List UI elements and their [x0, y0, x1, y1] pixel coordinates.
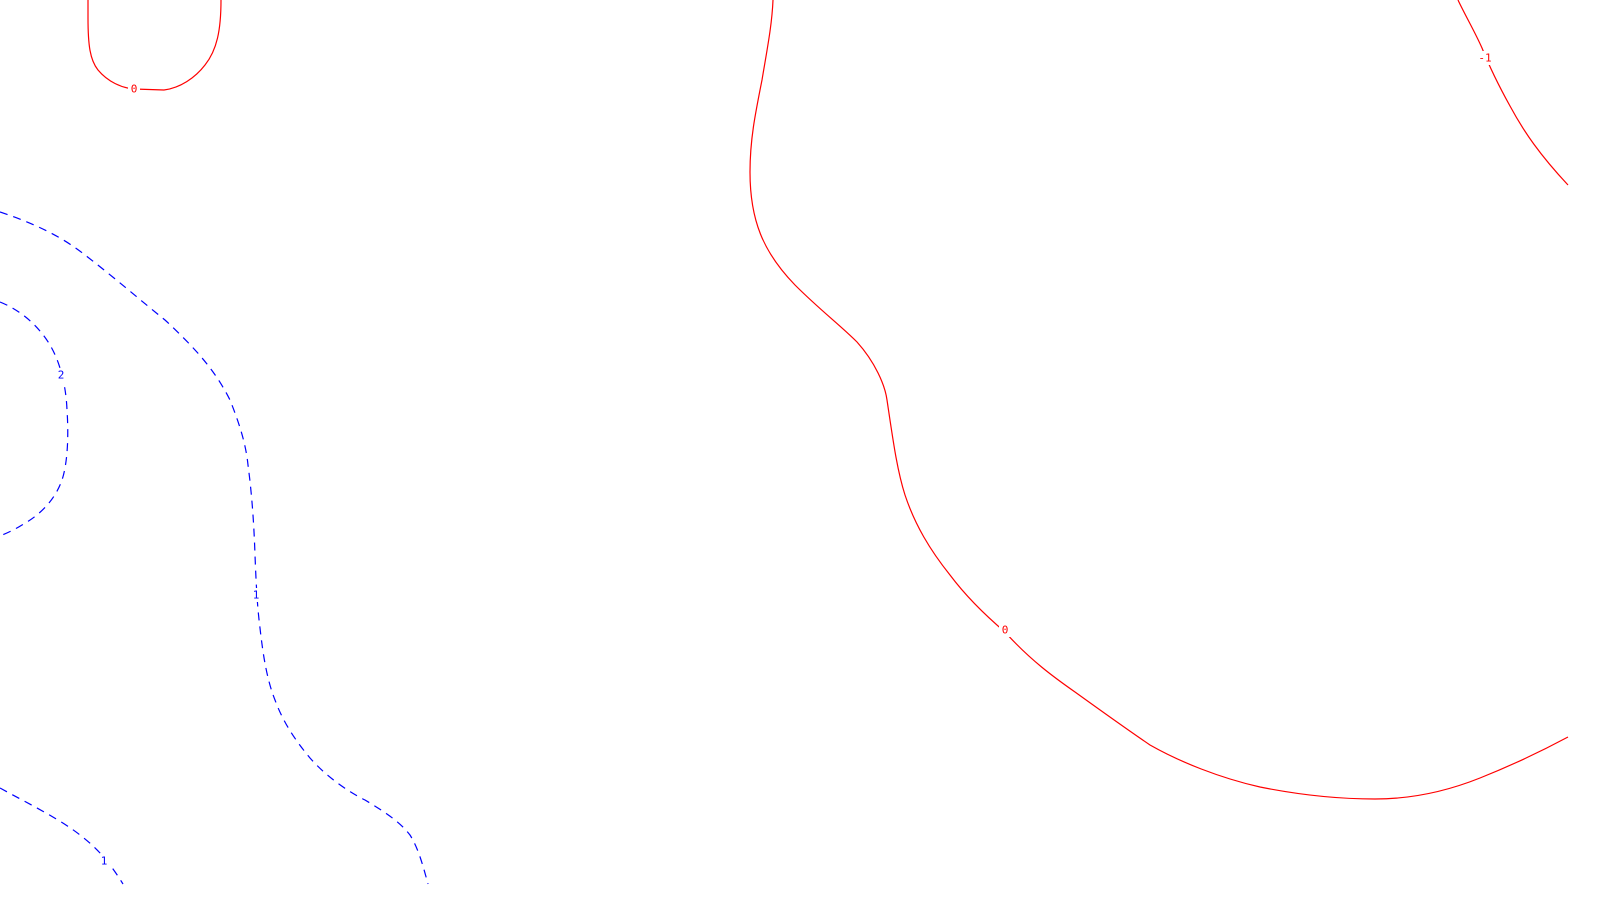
contour-line-1-bottom-left — [0, 787, 124, 885]
contour-label-1-bottom: 1 — [101, 855, 108, 868]
contour-line-neg1-top-right — [1457, 0, 1569, 186]
label-bg — [128, 82, 140, 96]
label-bg — [98, 854, 110, 868]
contour-line-1-left — [0, 211, 429, 885]
contour-line-0-center — [749, 0, 1569, 800]
contour-line-2-left — [0, 301, 69, 537]
label-bg — [1477, 51, 1493, 65]
contour-label-1-left: 1 — [253, 589, 260, 602]
label-bg — [999, 623, 1011, 637]
contour-label-2: 2 — [58, 369, 65, 382]
contour-line-0-top-left — [87, 0, 222, 91]
contour-label-neg1: -1 — [1478, 52, 1491, 65]
label-bg — [55, 368, 67, 382]
label-bg — [250, 588, 262, 602]
contour-labels: 0 0 -1 2 1 1 — [55, 51, 1493, 868]
contour-label-0-center: 0 — [1002, 624, 1009, 637]
contour-label-0-top-left: 0 — [131, 83, 138, 96]
